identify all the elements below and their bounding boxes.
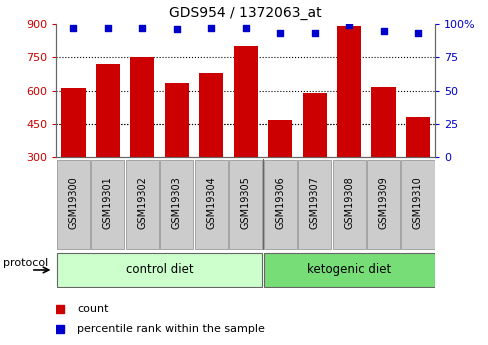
- Title: GDS954 / 1372063_at: GDS954 / 1372063_at: [169, 6, 322, 20]
- Text: GSM19306: GSM19306: [275, 176, 285, 229]
- Point: [138, 26, 146, 31]
- Bar: [164, 83, 188, 157]
- FancyBboxPatch shape: [401, 160, 434, 249]
- Bar: [96, 64, 120, 157]
- FancyBboxPatch shape: [263, 160, 296, 249]
- Point: [242, 26, 249, 31]
- Text: ketogenic diet: ketogenic diet: [306, 264, 390, 276]
- FancyBboxPatch shape: [229, 160, 262, 249]
- FancyBboxPatch shape: [57, 253, 262, 287]
- Point: [69, 26, 77, 31]
- FancyBboxPatch shape: [125, 160, 159, 249]
- Text: GSM19303: GSM19303: [171, 176, 182, 229]
- Bar: [61, 88, 85, 157]
- FancyBboxPatch shape: [91, 160, 124, 249]
- FancyBboxPatch shape: [332, 160, 365, 249]
- FancyBboxPatch shape: [366, 160, 399, 249]
- Bar: [371, 87, 395, 157]
- Point: [207, 26, 215, 31]
- Text: GSM19308: GSM19308: [344, 176, 353, 229]
- FancyBboxPatch shape: [194, 160, 227, 249]
- Text: GSM19305: GSM19305: [240, 176, 250, 229]
- Bar: [302, 93, 326, 157]
- Text: count: count: [77, 304, 108, 314]
- Text: GSM19302: GSM19302: [137, 176, 147, 229]
- Point: [104, 26, 112, 31]
- Point: [413, 31, 421, 36]
- Text: GSM19301: GSM19301: [102, 176, 113, 229]
- Text: percentile rank within the sample: percentile rank within the sample: [77, 324, 264, 334]
- Point: [276, 31, 284, 36]
- FancyBboxPatch shape: [57, 160, 90, 249]
- Text: GSM19300: GSM19300: [68, 176, 78, 229]
- Text: GSM19310: GSM19310: [412, 176, 422, 229]
- Bar: [233, 46, 257, 157]
- FancyBboxPatch shape: [160, 160, 193, 249]
- Text: GSM19309: GSM19309: [378, 176, 388, 229]
- Bar: [130, 57, 154, 157]
- Bar: [267, 120, 292, 157]
- Bar: [199, 73, 223, 157]
- Text: GSM19307: GSM19307: [309, 176, 319, 229]
- FancyBboxPatch shape: [263, 253, 434, 287]
- Point: [379, 28, 386, 33]
- Text: protocol: protocol: [3, 258, 48, 268]
- FancyBboxPatch shape: [298, 160, 330, 249]
- Text: control diet: control diet: [125, 264, 193, 276]
- Text: GSM19304: GSM19304: [206, 176, 216, 229]
- Point: [310, 31, 318, 36]
- Bar: [336, 26, 361, 157]
- Bar: [405, 117, 429, 157]
- Point: [345, 23, 352, 28]
- Point: [173, 27, 181, 32]
